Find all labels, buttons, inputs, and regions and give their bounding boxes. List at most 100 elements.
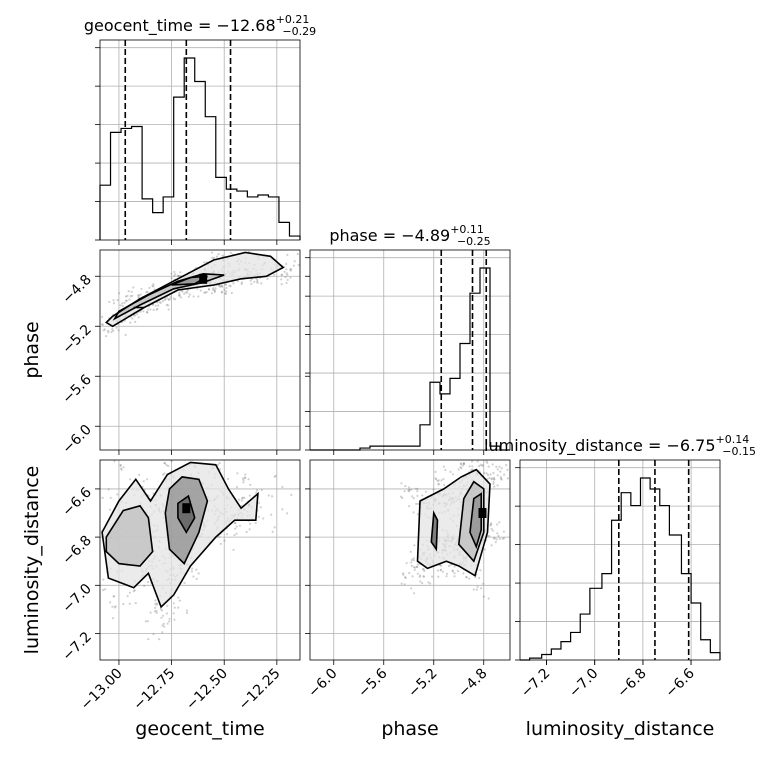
xtick-label-phase-0: −6.0 — [305, 666, 340, 701]
sample-point — [412, 497, 415, 500]
sample-point — [140, 287, 143, 290]
sample-point — [147, 638, 150, 641]
sample-point — [119, 464, 122, 467]
sample-point — [224, 292, 227, 295]
title-luminosity-distance: luminosity_distance = −6.75+0.14 −0.15 — [484, 433, 756, 458]
sample-point — [144, 620, 147, 623]
sample-point — [253, 280, 256, 283]
sample-point — [412, 511, 415, 514]
sample-point — [163, 462, 167, 465]
sample-point — [167, 304, 170, 307]
sample-point — [256, 281, 259, 284]
sample-point — [459, 466, 462, 469]
sample-point — [434, 470, 437, 473]
sample-point — [119, 463, 122, 467]
sample-point — [408, 490, 411, 493]
sample-point — [234, 521, 237, 524]
sample-point — [418, 575, 421, 579]
sample-point — [273, 475, 276, 478]
sample-point — [440, 479, 443, 482]
sample-point — [472, 588, 475, 591]
xtick-label-luminosity-distance-2: −6.8 — [614, 666, 649, 701]
sample-point — [478, 465, 481, 468]
sample-point — [161, 300, 164, 303]
sample-point — [203, 291, 206, 294]
ytick-label-luminosity-distance-1: −7.0 — [59, 581, 94, 616]
density-peak — [478, 508, 487, 518]
sample-point — [256, 280, 259, 283]
sample-point — [271, 530, 274, 534]
density-level-1 — [106, 505, 153, 566]
sample-point — [125, 299, 128, 302]
sample-point — [290, 268, 293, 271]
frame-hist-geocent-time — [99, 39, 301, 241]
frame-hist-luminosity-distance — [519, 459, 721, 661]
sample-point — [286, 278, 289, 281]
sample-point — [493, 478, 496, 481]
sample-point — [152, 285, 155, 288]
sample-point — [418, 574, 422, 577]
sample-point — [410, 561, 413, 564]
sample-point — [156, 307, 159, 310]
sample-point — [188, 293, 191, 296]
sample-point — [211, 251, 214, 254]
sample-point — [226, 477, 230, 481]
sample-point — [273, 273, 276, 276]
sample-point — [462, 462, 465, 465]
sample-point — [167, 464, 170, 468]
contour-line-0 — [416, 468, 491, 577]
sample-point — [432, 488, 435, 491]
sample-point — [439, 568, 443, 571]
sample-point — [233, 522, 237, 525]
sample-point — [281, 508, 284, 511]
sample-point — [436, 479, 439, 482]
sample-point — [218, 284, 221, 287]
sample-point — [167, 297, 170, 300]
sample-point — [120, 468, 123, 471]
title-phase: phase = −4.89+0.11 −0.25 — [329, 223, 490, 248]
sample-point — [490, 477, 493, 480]
sample-point — [192, 575, 195, 578]
sample-point — [440, 564, 443, 567]
sample-point — [229, 251, 232, 254]
sample-point — [137, 294, 140, 297]
sample-point — [493, 485, 496, 488]
sample-point — [487, 597, 490, 600]
sample-point — [224, 283, 227, 286]
sample-point — [178, 293, 181, 296]
sample-point — [243, 476, 246, 479]
sample-point — [499, 477, 503, 480]
sample-point — [470, 469, 473, 472]
sample-point — [247, 478, 250, 481]
sample-point — [506, 468, 509, 471]
sample-point — [109, 496, 112, 499]
sample-point — [290, 493, 293, 496]
sample-point — [462, 572, 465, 575]
sample-point — [170, 460, 173, 463]
sample-point — [487, 465, 490, 468]
sample-point — [169, 297, 172, 300]
sample-point — [170, 272, 173, 275]
sample-point — [128, 602, 131, 605]
sample-point — [236, 472, 239, 475]
sample-point — [414, 487, 418, 490]
sample-point — [220, 291, 223, 294]
density-2d-geocent-time-phase — [100, 250, 300, 338]
sample-point — [169, 295, 172, 298]
hist-phase — [310, 267, 510, 451]
sample-point — [447, 564, 451, 568]
sample-point — [283, 270, 286, 273]
sample-point — [415, 502, 418, 505]
sample-point — [409, 550, 412, 553]
contour-line-1 — [105, 504, 154, 567]
sample-point — [173, 606, 176, 609]
ticks-hist-phase — [305, 257, 485, 455]
quantiles-phase — [440, 250, 488, 450]
sample-point — [249, 279, 252, 282]
frame-2d-geocent-time-phase — [99, 249, 301, 451]
sample-point — [138, 473, 141, 476]
x-axis-luminosity-distance: −7.2 −7.0 −6.8 −6.6 — [518, 660, 698, 701]
sample-point — [163, 298, 166, 302]
sample-point — [257, 515, 260, 519]
sample-point — [186, 289, 189, 292]
